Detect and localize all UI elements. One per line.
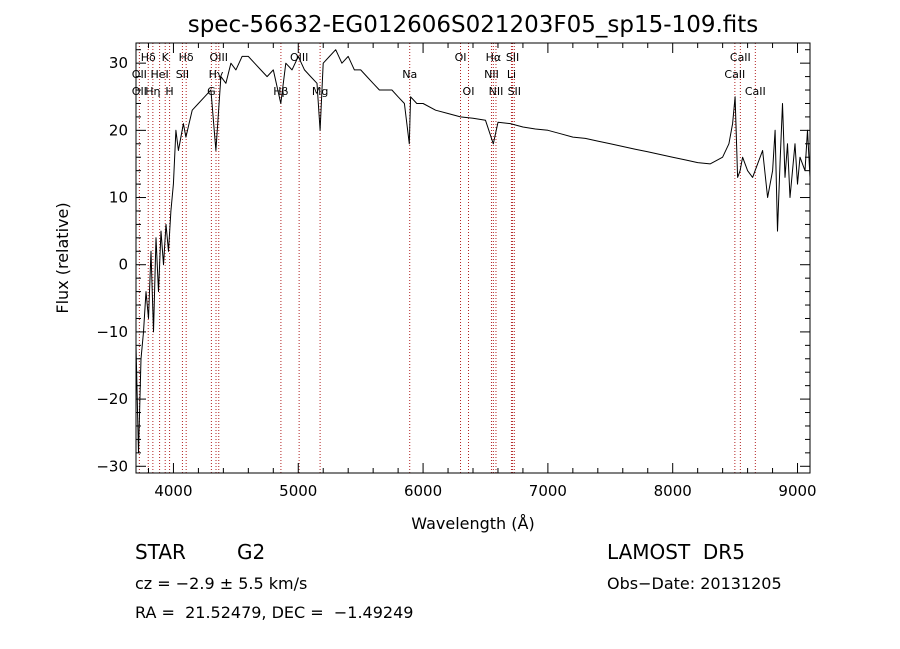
line-label: H [165, 85, 173, 98]
line-label: Hγ [209, 68, 224, 81]
x-axis-label: Wavelength (Å) [411, 514, 534, 533]
chart-title: spec-56632-EG012606S021203F05_sp15-109.f… [188, 12, 759, 38]
y-tick-label: 20 [109, 121, 128, 139]
line-label: HeI [150, 68, 168, 81]
coordinates: RA = 21.52479, DEC = −1.49249 [135, 603, 414, 622]
line-label: CaII [724, 68, 745, 81]
y-tick-label: 0 [118, 256, 128, 274]
x-tick-label: 6000 [404, 482, 442, 500]
line-label: OI [463, 85, 475, 98]
line-label: SII [506, 51, 519, 64]
y-tick-label: −10 [96, 323, 128, 341]
x-tick-label: 9000 [778, 482, 816, 500]
line-label: OI [455, 51, 467, 64]
line-label: Hδ [141, 51, 156, 64]
line-label: OIII [210, 51, 228, 64]
line-label: NII [484, 68, 499, 81]
survey-name: LAMOST DR5 [607, 540, 745, 564]
line-label: Hβ [273, 85, 288, 98]
x-tick-label: 5000 [279, 482, 317, 500]
object-type: STAR [135, 540, 186, 564]
spectral-subclass: G2 [237, 540, 266, 564]
spectral-line-markers [138, 43, 756, 473]
axis-ticks: 4000 5000 6000 7000 8000 9000 −30 −20 −10 0 10 20 30 [96, 43, 817, 500]
line-label: Li [507, 68, 516, 81]
line-label: OII [132, 68, 147, 81]
x-tick-label: 8000 [654, 482, 692, 500]
line-label: Hη [145, 85, 160, 98]
line-label: NII [489, 85, 504, 98]
line-label: K [162, 51, 170, 64]
line-label: Hα [486, 51, 502, 64]
x-tick-label: 4000 [154, 482, 192, 500]
y-tick-label: 30 [109, 54, 128, 72]
y-tick-label: −20 [96, 390, 128, 408]
x-tick-label: 7000 [529, 482, 567, 500]
spectrum-line [135, 49, 811, 454]
line-label: SII [176, 68, 189, 81]
line-label: Na [402, 68, 417, 81]
line-label: Hδ [179, 51, 194, 64]
y-axis-label: Flux (relative) [53, 202, 72, 313]
line-label: SII [508, 85, 521, 98]
line-label: Mg [312, 85, 328, 98]
y-tick-label: −30 [96, 457, 128, 475]
spectrum-series [135, 49, 811, 454]
line-label: CaII [745, 85, 766, 98]
redshift-velocity: cz = −2.9 ± 5.5 km/s [135, 574, 308, 593]
y-tick-label: 10 [109, 189, 128, 207]
line-label: CaII [730, 51, 751, 64]
observation-date: Obs−Date: 20131205 [607, 574, 782, 593]
plot-frame [135, 42, 811, 474]
